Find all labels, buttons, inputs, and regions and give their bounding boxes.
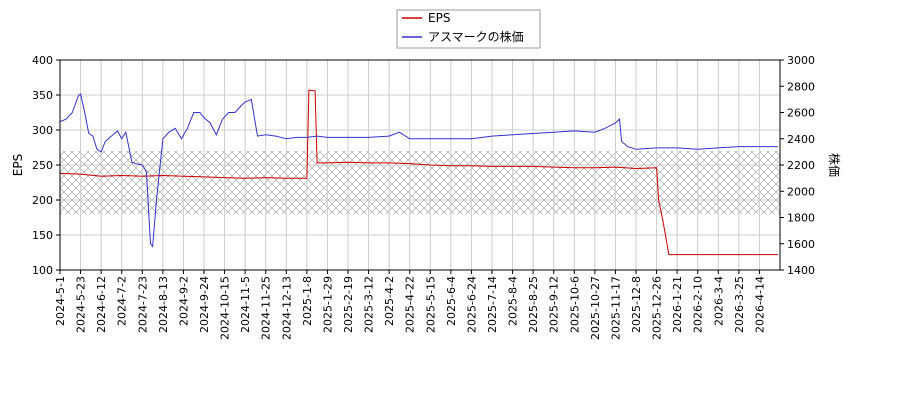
x-tick-label: 2025-8-4 <box>507 276 520 326</box>
x-tick-label: 2025-12-8 <box>630 276 643 333</box>
x-tick-label: 2025-5-15 <box>424 276 437 333</box>
x-tick-label: 2025-1-8 <box>301 276 314 326</box>
x-tick-label: 2024-8-13 <box>157 276 170 333</box>
x-tick-label: 2024-10-15 <box>219 276 232 340</box>
x-tick-label: 2025-1-29 <box>321 276 334 333</box>
x-tick-label: 2024-5-23 <box>75 276 88 333</box>
legend-label-eps: EPS <box>428 11 450 25</box>
x-tick-label: 2025-6-24 <box>465 276 478 333</box>
right-tick-label: 1800 <box>787 212 815 225</box>
left-tick-label: 250 <box>32 159 53 172</box>
x-tick-label: 2026-1-21 <box>671 276 684 333</box>
legend: EPS アスマークの株価 <box>396 9 541 49</box>
series-line-eps <box>60 89 778 256</box>
x-tick-label: 2025-10-6 <box>568 276 581 333</box>
x-tick-label: 2025-4-22 <box>404 276 417 333</box>
right-tick-label: 2400 <box>787 133 815 146</box>
x-tick-label: 2024-7-2 <box>116 276 129 326</box>
right-tick-label: 2000 <box>787 185 815 198</box>
x-tick-label: 2025-4-2 <box>383 276 396 326</box>
legend-box <box>396 9 541 49</box>
right-tick-label: 3000 <box>787 54 815 67</box>
x-tick-label: 2026-3-25 <box>733 276 746 333</box>
left-tick-label: 200 <box>32 194 53 207</box>
x-tick-label: 2024-9-2 <box>177 276 190 326</box>
shaded-band <box>60 151 780 214</box>
series-layer <box>60 89 778 256</box>
right-tick-label: 2600 <box>787 107 815 120</box>
x-tick-label: 2026-2-10 <box>692 276 705 333</box>
left-tick-label: 400 <box>32 54 53 67</box>
left-tick-label: 100 <box>32 264 53 277</box>
x-tick-label: 2024-11-5 <box>239 276 252 333</box>
x-tick-label: 2025-2-19 <box>342 276 355 333</box>
x-tick-label: 2025-6-4 <box>445 276 458 326</box>
x-tick-label: 2024-11-25 <box>260 276 273 340</box>
x-tick-label: 2024-6-12 <box>95 276 108 333</box>
x-tick-label: 2024-5-1 <box>54 276 67 326</box>
x-tick-label: 2024-7-23 <box>136 276 149 333</box>
x-tick-label: 2024-12-13 <box>280 276 293 340</box>
series-line-price <box>60 93 778 248</box>
x-tick-label: 2026-4-14 <box>753 276 766 333</box>
shaded-band-fill <box>60 151 780 214</box>
x-tick-label: 2025-7-14 <box>486 276 499 333</box>
legend-label-price: アスマークの株価 <box>428 29 524 44</box>
x-tick-label: 2025-11-17 <box>609 276 622 340</box>
right-tick-label: 2800 <box>787 80 815 93</box>
y-axis-right-title: 株価 <box>827 153 842 177</box>
x-tick-label: 2025-10-27 <box>589 276 602 340</box>
x-tick-label: 2025-8-25 <box>527 276 540 333</box>
left-tick-label: 350 <box>32 89 53 102</box>
x-axis: 2024-5-1 2024-5-23 2024-6-12 2024-7-2 2024-7… <box>54 270 766 340</box>
left-tick-label: 150 <box>32 229 53 242</box>
right-axis: 1400 1600 1800 2000 2200 2400 2600 2800 3000 <box>780 54 815 277</box>
right-tick-label: 2200 <box>787 159 815 172</box>
x-tick-label: 2025-9-12 <box>548 276 561 333</box>
left-axis: 100 150 200 250 300 350 400 <box>32 54 60 277</box>
x-tick-label: 2026-3-4 <box>712 276 725 326</box>
left-tick-label: 300 <box>32 124 53 137</box>
x-tick-label: 2024-9-24 <box>198 276 211 333</box>
x-tick-label: 2025-12-26 <box>651 276 664 340</box>
right-tick-label: 1600 <box>787 238 815 251</box>
y-axis-left-title: EPS <box>11 154 25 176</box>
right-tick-label: 1400 <box>787 264 815 277</box>
x-tick-label: 2025-3-12 <box>363 276 376 333</box>
